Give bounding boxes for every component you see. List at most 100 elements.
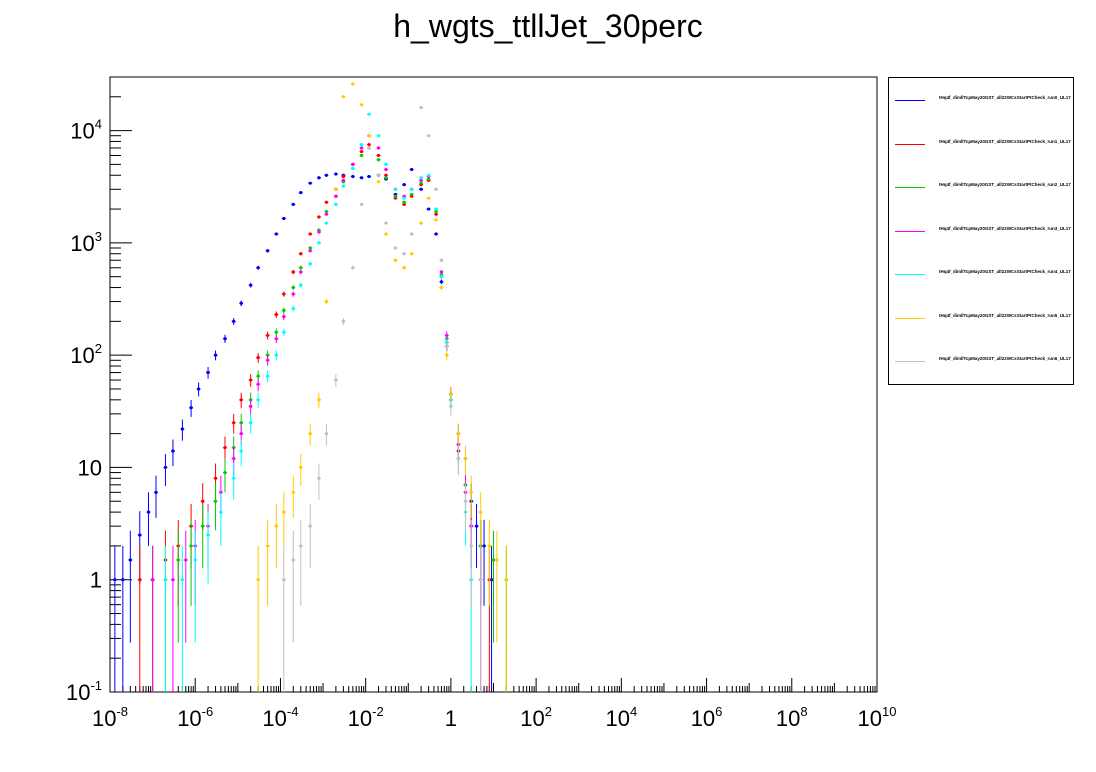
data-point bbox=[324, 299, 329, 304]
data-point bbox=[439, 280, 444, 284]
data-point bbox=[351, 162, 355, 166]
data-point bbox=[308, 249, 312, 253]
data-point bbox=[334, 172, 338, 176]
data-point bbox=[308, 232, 312, 236]
data-point bbox=[146, 510, 151, 514]
data-point bbox=[334, 194, 338, 198]
data-point bbox=[376, 158, 381, 162]
x-tick-label: 102 bbox=[520, 704, 552, 731]
data-point bbox=[482, 544, 486, 548]
data-point bbox=[213, 476, 218, 480]
x-tick-label: 10-4 bbox=[262, 704, 298, 731]
data-point bbox=[419, 181, 423, 185]
data-point bbox=[463, 456, 468, 461]
data-point bbox=[299, 266, 303, 270]
data-point bbox=[393, 258, 398, 262]
data-point bbox=[449, 404, 453, 408]
data-point bbox=[274, 312, 278, 317]
data-point bbox=[266, 544, 270, 548]
data-point bbox=[410, 232, 414, 236]
data-point bbox=[291, 292, 295, 296]
legend-label: tHq4f_dimllTcpMay20GST_all22WCsStartPtCh… bbox=[939, 138, 1071, 144]
data-point bbox=[427, 196, 431, 200]
data-point bbox=[384, 167, 388, 172]
data-point bbox=[504, 578, 508, 582]
series-3 bbox=[150, 134, 483, 692]
data-point bbox=[434, 187, 438, 191]
data-point bbox=[402, 252, 406, 256]
data-point bbox=[474, 524, 479, 528]
data-point bbox=[449, 392, 453, 396]
data-point bbox=[367, 143, 371, 147]
legend-entry: tHq4f_dimllTcpMay20GST_all22WCsStartPtCh… bbox=[895, 268, 1073, 280]
data-point bbox=[291, 202, 295, 207]
data-point bbox=[463, 499, 468, 503]
data-point bbox=[341, 178, 345, 182]
data-point bbox=[138, 533, 142, 537]
data-point bbox=[410, 192, 414, 197]
data-point bbox=[410, 252, 414, 256]
data-point bbox=[359, 143, 364, 147]
data-point bbox=[121, 578, 125, 582]
data-point bbox=[249, 404, 253, 408]
data-point bbox=[376, 173, 381, 177]
legend-label: tHq4f_dimllTcpMay20GST_all22WCsStartPtCh… bbox=[939, 225, 1071, 231]
data-point bbox=[359, 176, 364, 180]
legend-swatch bbox=[895, 230, 925, 232]
data-point bbox=[359, 146, 364, 150]
data-point bbox=[367, 134, 371, 138]
data-point bbox=[213, 353, 218, 357]
data-point bbox=[393, 194, 398, 198]
data-point bbox=[351, 266, 355, 270]
data-point bbox=[393, 246, 398, 250]
data-point bbox=[469, 544, 473, 548]
data-point bbox=[487, 544, 491, 548]
data-point bbox=[154, 490, 158, 494]
data-point bbox=[495, 558, 499, 562]
data-point bbox=[206, 533, 210, 537]
data-point bbox=[266, 358, 270, 362]
data-point bbox=[393, 187, 398, 191]
data-point bbox=[402, 266, 406, 270]
data-point bbox=[291, 490, 295, 494]
data-point bbox=[317, 241, 321, 245]
data-point bbox=[282, 308, 286, 313]
data-point bbox=[359, 149, 364, 154]
data-point bbox=[266, 333, 270, 337]
series-5 bbox=[256, 82, 509, 692]
data-point bbox=[359, 153, 364, 158]
legend-entry: tHq4f_dimllTcpMay20GST_all22WCsStartPtCh… bbox=[895, 225, 1073, 237]
data-point bbox=[219, 510, 223, 514]
data-point bbox=[223, 470, 227, 475]
data-point bbox=[491, 558, 496, 562]
data-point bbox=[334, 378, 338, 382]
data-point bbox=[351, 166, 355, 171]
x-tick-label: 10-8 bbox=[92, 704, 128, 731]
data-point bbox=[291, 306, 295, 311]
series-2 bbox=[150, 146, 509, 692]
data-point bbox=[291, 285, 295, 290]
data-point bbox=[274, 232, 278, 236]
data-point bbox=[256, 356, 260, 360]
data-point bbox=[317, 230, 321, 234]
data-point bbox=[201, 524, 205, 528]
data-point bbox=[282, 510, 286, 514]
legend-swatch bbox=[895, 100, 925, 101]
data-point bbox=[317, 215, 321, 219]
data-point bbox=[239, 432, 243, 436]
data-point bbox=[266, 374, 270, 378]
data-point bbox=[410, 167, 414, 172]
data-point bbox=[308, 181, 312, 185]
data-point bbox=[308, 432, 312, 436]
data-point bbox=[308, 262, 312, 266]
x-tick-label: 10-6 bbox=[177, 704, 213, 731]
data-point bbox=[308, 246, 312, 250]
data-point bbox=[196, 387, 201, 391]
legend-swatch bbox=[895, 361, 925, 362]
data-point bbox=[445, 353, 449, 357]
data-point bbox=[193, 558, 197, 562]
data-point bbox=[359, 202, 364, 207]
data-point bbox=[434, 209, 438, 214]
data-point bbox=[232, 476, 236, 480]
x-tick-label: 1010 bbox=[858, 704, 897, 731]
